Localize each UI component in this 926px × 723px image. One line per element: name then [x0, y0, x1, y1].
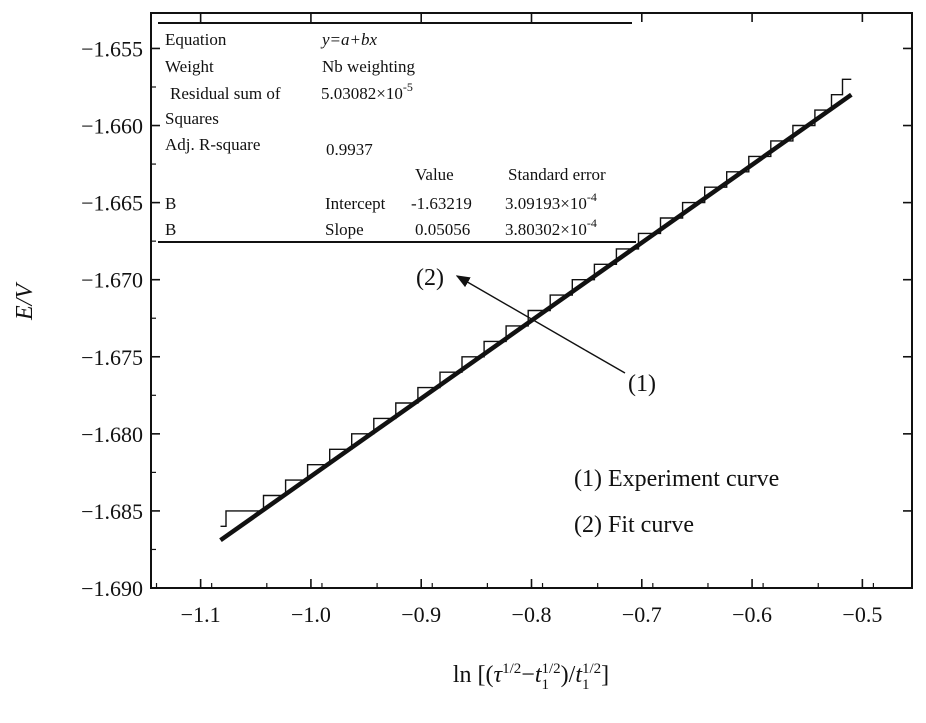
annotation-label-2: (2)	[416, 265, 444, 291]
y-tick-label: −1.670	[81, 268, 143, 293]
legend-item-experiment: (1) Experiment curve	[574, 466, 779, 492]
table-cell-b-intercept: B	[165, 194, 176, 213]
y-tick-label: −1.680	[81, 422, 143, 447]
table-cell-adj-r-square: Adj. R-square	[165, 135, 260, 154]
table-cell-slope-label: Slope	[325, 220, 364, 239]
series-fit-curve	[219, 92, 853, 543]
y-axis: −1.690 −1.685 −1.680 −1.675 −1.670 −1.665 −1.6…	[81, 36, 912, 601]
table-cell-equation-value: y=a+bx	[320, 30, 377, 49]
table-cell-squares: Squares	[165, 109, 219, 128]
annotation-arrow-1	[584, 349, 626, 374]
x-tick-label: −0.8	[512, 602, 552, 627]
table-cell-weight-value: Nb weighting	[322, 57, 416, 76]
residual-mantissa: 5.03082×10	[321, 84, 403, 103]
y-tick-label: −1.675	[81, 345, 143, 370]
y-tick-label: −1.665	[81, 191, 143, 216]
legend-item-fit: (2) Fit curve	[574, 512, 694, 538]
table-cell-intercept-value: -1.63219	[411, 194, 472, 213]
table-cell-intercept-se: 3.09193×10-4	[505, 190, 597, 213]
residual-exponent: -5	[403, 80, 413, 94]
x-tick-label: −1.1	[181, 602, 221, 627]
x-tick-label: −1.0	[291, 602, 331, 627]
y-tick-label: −1.660	[81, 114, 143, 139]
annotations: (2) (1)	[416, 265, 656, 397]
fit-table: Equation y=a+bx Weight Nb weighting Resi…	[158, 22, 636, 243]
x-tick-label: −0.6	[732, 602, 772, 627]
intercept-se-exponent: -4	[587, 190, 597, 204]
table-header-value: Value	[415, 165, 454, 184]
x-axis: −1.1 −1.0 −0.9 −0.8 −0.7 −0.6 −0.5	[155, 13, 882, 627]
y-tick-label: −1.685	[81, 499, 143, 524]
slope-se-exponent: -4	[587, 216, 597, 230]
annotation-arrow-2	[455, 275, 586, 351]
table-cell-equation: Equation	[165, 30, 227, 49]
table-cell-residual: Residual sum of	[170, 84, 281, 103]
table-cell-slope-se: 3.80302×10-4	[505, 216, 597, 239]
annotation-label-1: (1)	[628, 371, 656, 397]
legend: (1) Experiment curve (2) Fit curve	[574, 466, 779, 538]
table-cell-adj-r-square-value: 0.9937	[326, 140, 373, 159]
x-tick-label: −0.5	[842, 602, 882, 627]
table-cell-intercept-label: Intercept	[325, 194, 386, 213]
table-cell-residual-value: 5.03082×10-5	[321, 80, 413, 103]
y-tick-label: −1.690	[81, 576, 143, 601]
table-cell-b-slope: B	[165, 220, 176, 239]
x-tick-label: −0.7	[622, 602, 662, 627]
series-layer	[219, 78, 853, 543]
table-cell-slope-value: 0.05056	[415, 220, 470, 239]
table-header-standard-error: Standard error	[508, 165, 606, 184]
intercept-se-mantissa: 3.09193×10	[505, 194, 587, 213]
series-experiment-curve	[220, 78, 852, 527]
slope-se-mantissa: 3.80302×10	[505, 220, 587, 239]
x-axis-title: ln [(τ1/2−t11/2)/t11/2]	[453, 661, 609, 693]
x-tick-label: −0.9	[401, 602, 441, 627]
y-axis-title: E/V	[12, 282, 38, 321]
table-cell-weight: Weight	[165, 57, 214, 76]
y-tick-label: −1.655	[81, 36, 143, 61]
